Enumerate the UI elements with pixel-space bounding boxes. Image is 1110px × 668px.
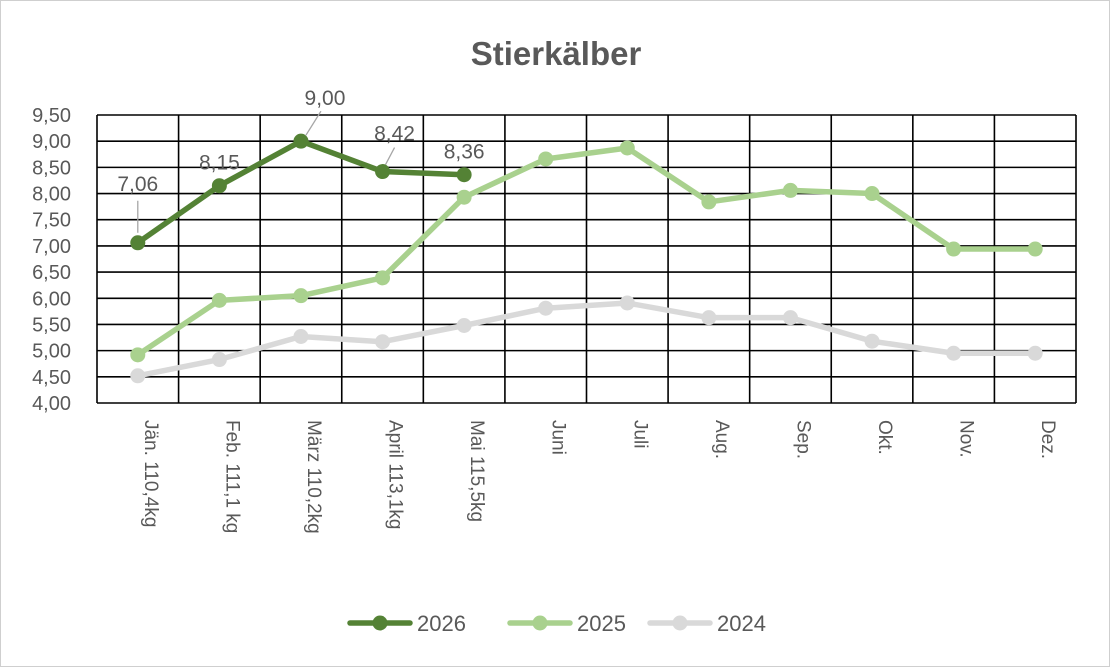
x-tick-label: März 110,2kg [303,420,324,534]
data-point-2025 [619,140,635,156]
legend-swatch-marker [532,615,548,631]
data-point-2026 [375,164,391,180]
x-tick-label: Sep. [792,420,813,459]
data-point-2025 [701,194,717,210]
x-axis-ticks: Jän. 110,4kg Feb. 111,1 kg März 110,2kg Apr… [140,420,1058,534]
data-point-2025 [946,241,962,257]
grid [96,114,1077,404]
data-label: 9,00 [305,87,346,110]
y-tick-label: 4,00 [32,393,71,415]
data-point-2024 [375,334,391,350]
y-tick-label: 6,00 [32,288,71,310]
data-point-2025 [375,270,391,286]
legend: 2026 2025 2024 [347,611,766,636]
y-tick-label: 8,00 [32,184,71,206]
legend-item-2025: 2025 [507,611,626,636]
data-point-2026 [211,178,227,194]
data-point-2025 [1027,241,1043,257]
data-point-2025 [782,182,798,198]
x-tick-label: Dez. [1037,420,1058,459]
y-tick-label: 9,00 [32,131,71,153]
data-point-2024 [619,295,635,311]
data-point-2025 [211,292,227,308]
x-tick-label: Jän. 110,4kg [140,420,161,527]
data-point-2025 [130,347,146,363]
label-leader-line [384,147,396,165]
series-2025 [130,140,1043,363]
y-tick-label: 8,50 [32,157,71,179]
data-labels: 7,06 8,15 9,00 8,42 8,36 [117,87,485,233]
legend-label: 2026 [417,611,466,636]
y-tick-label: 4,50 [32,367,71,389]
y-tick-label: 6,50 [32,262,71,284]
x-tick-label: Feb. 111,1 kg [221,420,242,533]
data-label: 8,15 [199,152,240,175]
data-point-2024 [946,345,962,361]
series-2024 [130,295,1043,384]
data-point-2025 [864,186,880,202]
data-point-2024 [701,310,717,326]
y-tick-label: 5,00 [32,341,71,363]
series-line-2025 [135,145,1038,358]
data-point-2024 [130,368,146,384]
y-tick-label: 7,50 [32,210,71,232]
data-point-2025 [293,288,309,304]
data-point-2026 [456,167,472,183]
data-point-2024 [293,328,309,344]
series-lines [130,133,1043,384]
legend-item-2024: 2024 [647,611,766,636]
x-tick-label: Nov. [956,420,977,458]
y-axis-ticks: 4,00 4,50 5,00 5,50 6,00 6,50 7,00 7,50 8,00 8,50… [32,105,71,415]
legend-label: 2024 [717,611,766,636]
series-line-2024 [135,300,1038,379]
legend-label: 2025 [577,611,626,636]
data-point-2024 [1027,345,1043,361]
chart-title: Stierkälber [471,35,642,72]
y-tick-label: 7,00 [32,236,71,258]
x-tick-label: Okt. [874,420,895,455]
x-tick-label: April 113,1kg [385,420,406,530]
data-point-2026 [293,133,309,149]
series-2026 [130,133,472,251]
data-point-2025 [538,151,554,167]
data-label: 8,36 [444,141,485,164]
data-point-2026 [130,235,146,251]
x-tick-label: Mai 115,5kg [466,420,487,522]
x-tick-label: Juni [548,420,569,455]
data-point-2024 [456,318,472,334]
x-tick-label: Aug. [711,420,732,459]
data-label: 7,06 [117,173,158,196]
data-point-2025 [456,189,472,205]
x-tick-label: Juli [629,420,650,449]
data-point-2024 [538,300,554,316]
legend-item-2026: 2026 [347,611,466,636]
y-tick-label: 9,50 [32,105,71,127]
series-line-2026 [135,138,467,246]
label-leader-line [305,110,322,136]
data-point-2024 [864,333,880,349]
data-point-2024 [782,310,798,326]
legend-swatch-marker [672,615,688,631]
y-tick-label: 5,50 [32,314,71,336]
data-point-2024 [211,352,227,368]
data-label: 8,42 [374,123,415,146]
legend-swatch-marker [372,615,388,631]
